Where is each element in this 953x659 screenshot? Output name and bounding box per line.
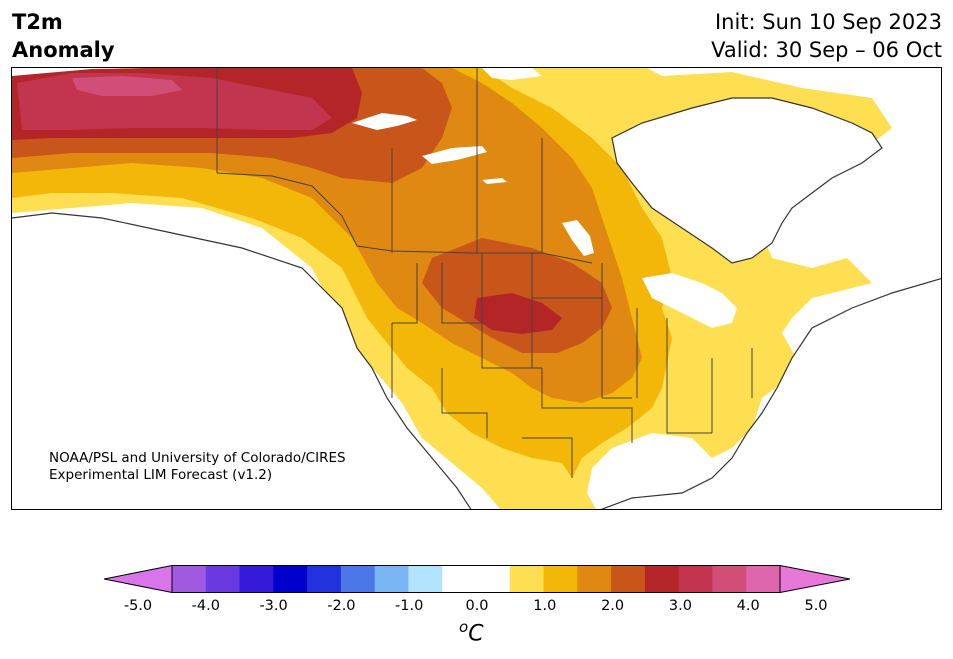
ocean-atlantic — [602, 278, 941, 509]
anomaly-zone-2-5-plains — [474, 293, 562, 334]
great-slave-lake — [422, 146, 487, 164]
colorbar-cell — [476, 565, 511, 593]
map-canvas — [12, 68, 941, 509]
colorbar — [104, 565, 850, 593]
colorbar-cell — [746, 565, 781, 593]
ocean-pacific — [12, 213, 471, 509]
colorbar-tick-label: 0.0 — [465, 598, 489, 614]
no-anomaly-hudson — [612, 98, 882, 263]
colorbar-ticks: -5.0 -4.0 -3.0 -2.0 -1.0 0.0 1.0 2.0 3.0 4.0 5.0 — [0, 598, 953, 618]
colorbar-tick-label: -4.0 — [191, 598, 220, 614]
great-bear-lake — [352, 113, 417, 130]
lake-winnipeg — [562, 220, 594, 256]
colorbar-cell — [509, 565, 545, 593]
colorbar-cells — [104, 565, 850, 593]
colorbar-cell — [172, 565, 207, 593]
init-date: Init: Sun 10 Sep 2023 — [714, 10, 942, 34]
colorbar-cell — [644, 565, 680, 593]
colorbar-cell — [340, 565, 376, 593]
great-lakes — [642, 273, 737, 328]
coastlines — [12, 97, 941, 509]
colorbar-cell — [442, 565, 477, 593]
variable-title-line2: Anomaly — [12, 38, 115, 62]
credit-text: NOAA/PSL and University of Colorado/CIRE… — [49, 450, 346, 484]
colorbar-outline — [171, 565, 781, 593]
colorbar-tick-label: -3.0 — [259, 598, 288, 614]
colorbar-tick-label: 5.0 — [804, 598, 828, 614]
colorbar-cell — [374, 565, 409, 593]
colorbar-cell — [307, 565, 342, 593]
arctic-ocean — [482, 68, 542, 80]
colorbar-cell — [577, 565, 612, 593]
unit-celsius: C — [468, 621, 484, 647]
colorbar-tick-label: 4.0 — [736, 598, 760, 614]
valid-period: Valid: 30 Sep – 06 Oct — [711, 38, 942, 62]
colorbar-tick-label: -1.0 — [395, 598, 424, 614]
colorbar-cell — [678, 565, 713, 593]
date-info: Init: Sun 10 Sep 2023 Valid: 30 Sep – 06… — [711, 8, 942, 64]
colorbar-extend-low — [104, 565, 173, 593]
colorbar-tick-label: 3.0 — [668, 598, 692, 614]
colorbar-tick-label: -2.0 — [327, 598, 356, 614]
colorbar-unit: oC — [459, 618, 484, 646]
colorbar-tick-label: -5.0 — [123, 598, 153, 614]
anomaly-zone-3-5 — [72, 76, 182, 96]
colorbar-cell — [543, 565, 578, 593]
colorbar-tick-label: 1.0 — [533, 598, 557, 614]
colorbar-cell — [611, 565, 646, 593]
credit-line2: Experimental LIM Forecast (v1.2) — [49, 467, 273, 483]
variable-title: T2m Anomaly — [12, 8, 115, 64]
colorbar-cell — [408, 565, 443, 593]
colorbar-cell — [712, 565, 747, 593]
lake-athabasca — [482, 178, 507, 184]
colorbar-extend-high — [779, 565, 850, 593]
unit-degree: o — [459, 618, 469, 636]
credit-line1: NOAA/PSL and University of Colorado/CIRE… — [49, 450, 346, 466]
colorbar-tick-label: 2.0 — [601, 598, 625, 614]
colorbar-cell — [273, 565, 308, 593]
political-borders — [216, 68, 753, 478]
colorbar-cell — [205, 565, 241, 593]
variable-title-line1: T2m — [12, 10, 63, 34]
anomaly-map — [11, 67, 942, 510]
colorbar-cell — [239, 565, 274, 593]
